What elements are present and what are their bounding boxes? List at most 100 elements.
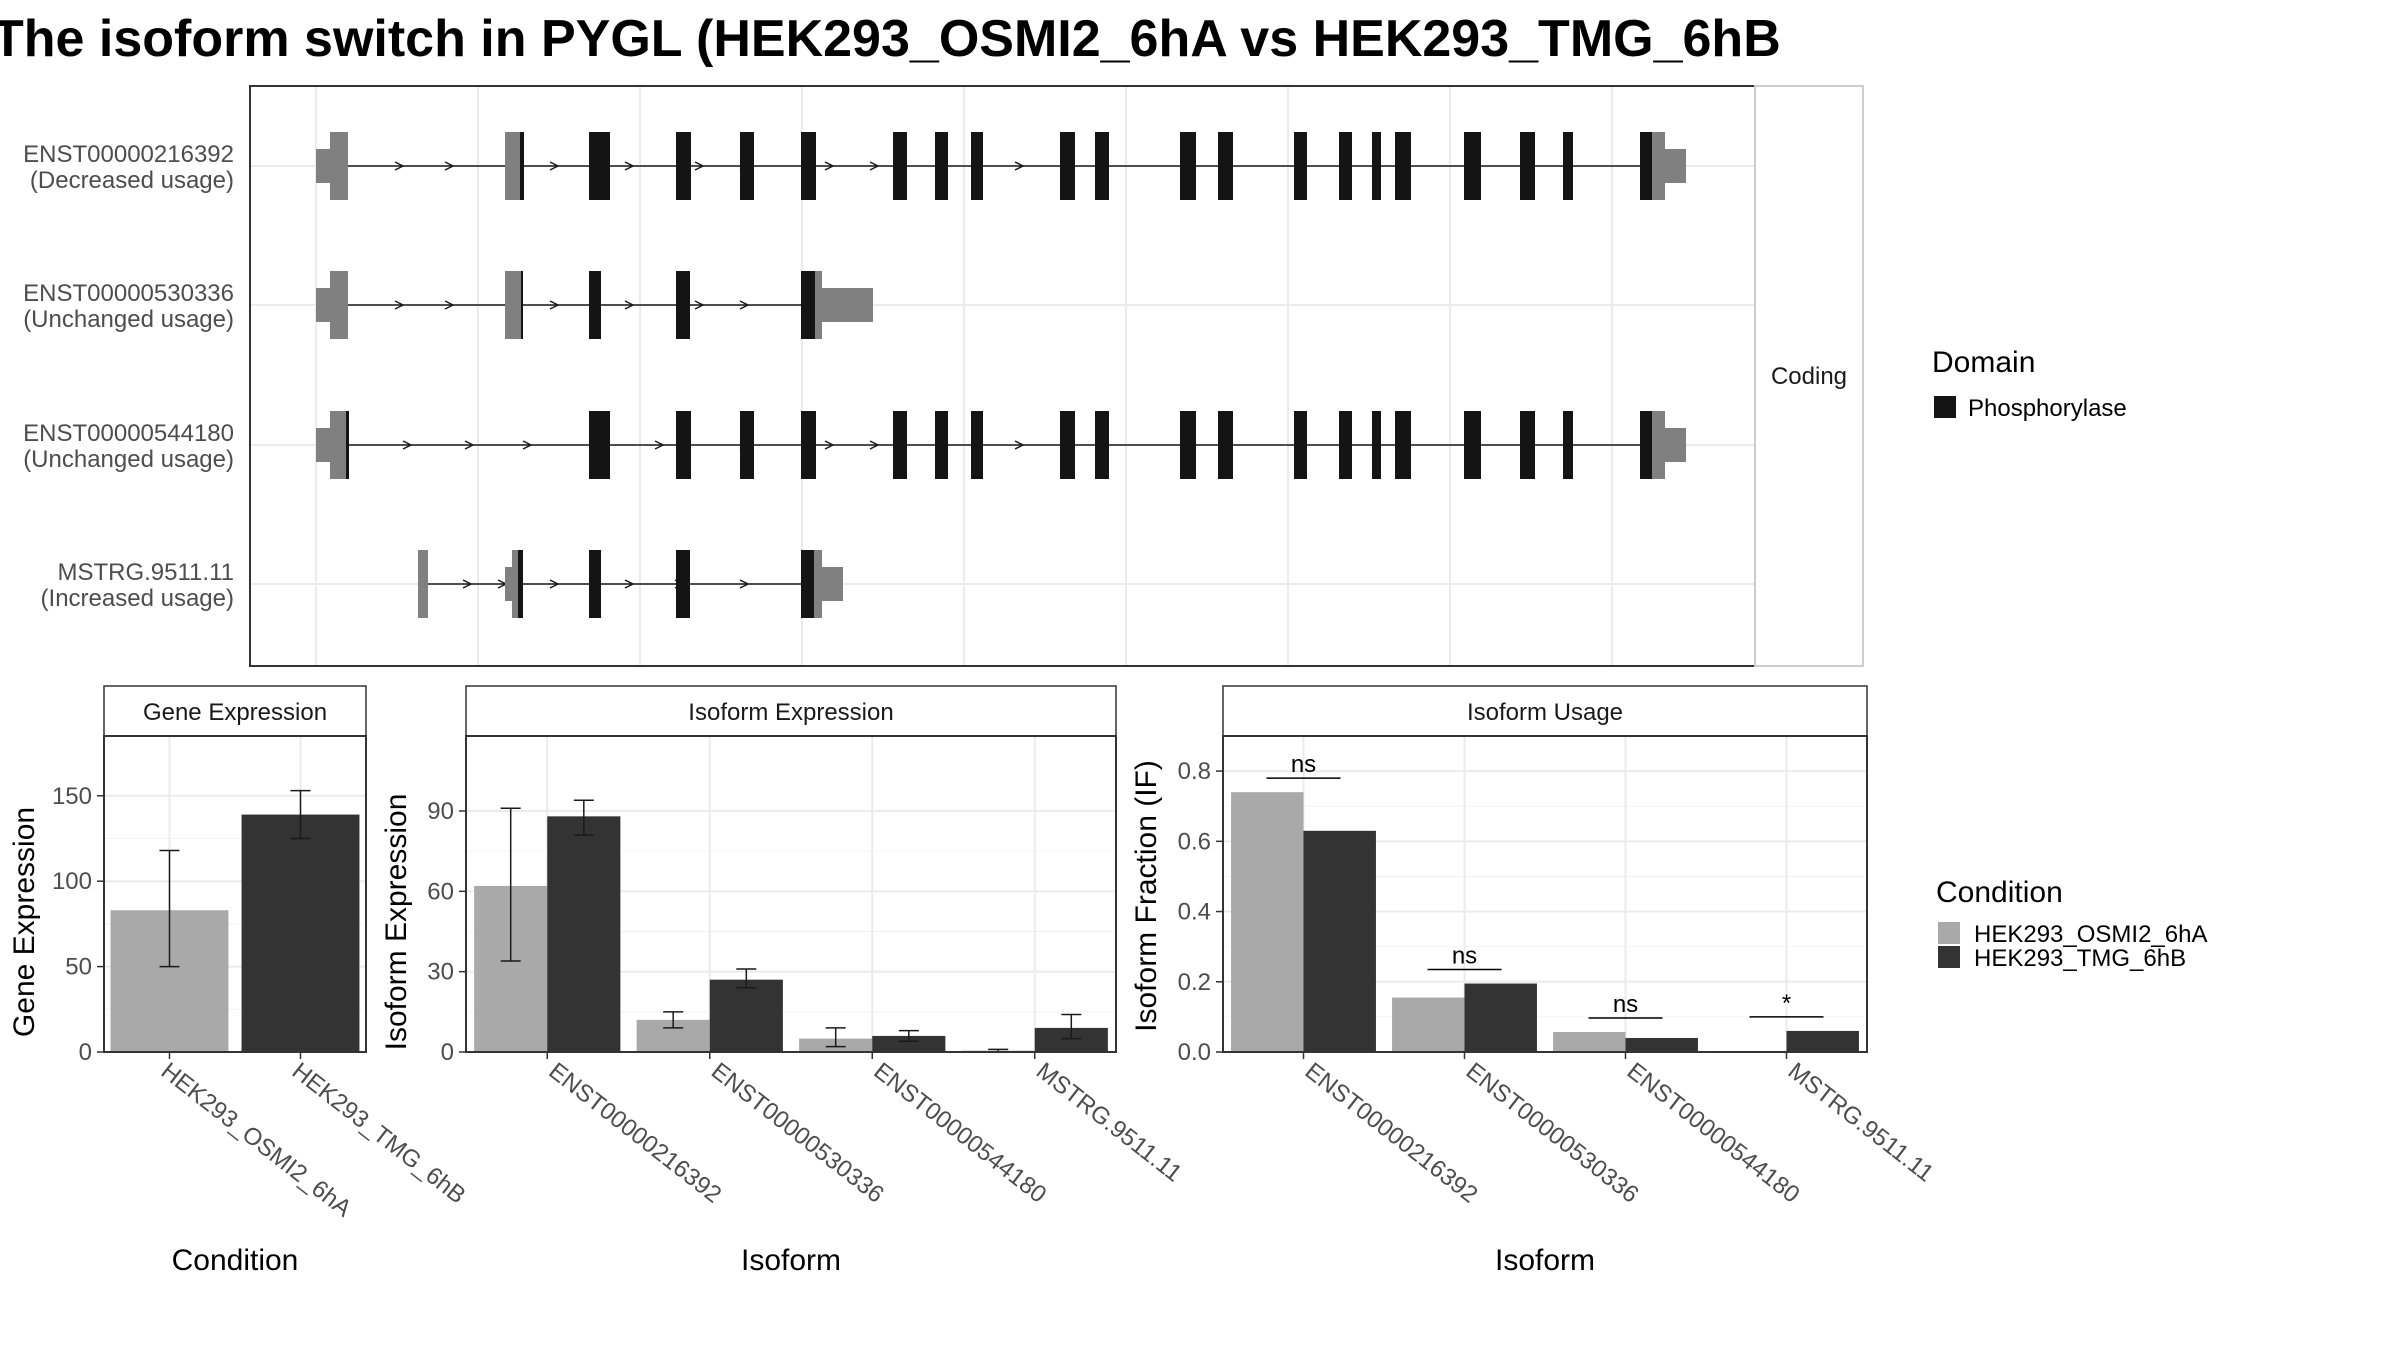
y-tick-label: 0.4 <box>1178 899 1211 926</box>
phosphorylase-exon-6 <box>740 411 754 479</box>
phosphorylase-exon-9 <box>971 411 983 479</box>
strand-arrow-1 <box>444 300 455 310</box>
significance-label: ns <box>1613 991 1638 1018</box>
strand-arrow-6 <box>824 440 835 450</box>
plot-border <box>465 735 1117 1053</box>
phosphorylase-exon-20 <box>1563 411 1573 479</box>
bar-ENST00000544180-HEK293_TMG_6hB <box>872 1035 946 1052</box>
utr-exon-4 <box>1665 149 1686 183</box>
phosphorylase-exon-11 <box>1095 132 1109 200</box>
phosphorylase-exon-21 <box>1640 132 1652 200</box>
phosphorylase-exon-4 <box>595 411 610 479</box>
strand-arrow-0 <box>462 579 473 589</box>
figure-title: The isoform switch in PYGL (HEK293_OSMI2… <box>0 10 1781 68</box>
transcript-usage-label: (Decreased usage) <box>30 167 234 194</box>
transcript-track-ENST00000544180 <box>316 411 1686 479</box>
utr-exon-1 <box>330 132 348 200</box>
strand-arrow-4 <box>694 300 705 310</box>
bar-ENST00000530336-HEK293_TMG_6hB <box>1464 983 1537 1052</box>
x-tick-label: MSTRG.9511.11 <box>1031 1057 1187 1187</box>
plot-border <box>103 735 367 1053</box>
bar-HEK293_TMG_6hB <box>241 814 360 1052</box>
phosphorylase-exon-3 <box>801 132 816 200</box>
strand-arrow-0 <box>394 300 405 310</box>
strand-arrow-9 <box>1014 161 1025 171</box>
phosphorylase-exon-10 <box>1060 132 1075 200</box>
strand-arrow-1 <box>444 161 455 171</box>
utr-exon-1 <box>330 411 348 479</box>
strand-arrow-2 <box>522 440 533 450</box>
coding-strip-label: Coding <box>1771 363 1847 390</box>
transcript-track-MSTRG.9511.11 <box>418 550 843 618</box>
transcript-labels: ENST00000216392(Decreased usage) ENST0000… <box>23 141 234 612</box>
phosphorylase-exon-2 <box>676 550 690 618</box>
phosphorylase-exon-12 <box>1180 132 1196 200</box>
utr-exon-0 <box>316 149 330 183</box>
phosphorylase-exon-1 <box>589 271 601 339</box>
utr-exon-0 <box>316 288 330 322</box>
strand-arrow-5 <box>739 579 750 589</box>
significance-label: ns <box>1291 751 1316 778</box>
strand-arrow-3 <box>624 300 635 310</box>
utr-exon-3 <box>812 271 822 339</box>
x-tick-label: ENST00000530336 <box>706 1057 889 1208</box>
bar-ENST00000530336-HEK293_OSMI2_6hA <box>1392 997 1465 1052</box>
y-tick-label: 0.2 <box>1178 969 1211 996</box>
bar-ENST00000216392-HEK293_TMG_6hB <box>1303 830 1376 1052</box>
phosphorylase-exon-8 <box>935 132 948 200</box>
y-tick-label: 0.8 <box>1178 758 1211 785</box>
phosphorylase-exon-19 <box>1520 132 1535 200</box>
plot-border <box>1222 735 1868 1053</box>
isoform-expression-plot: ENST00000216392ENST00000530336ENST000005… <box>427 735 1187 1209</box>
isoform-expression-panel: Isoform Expression ENST00000216392ENST00… <box>380 685 1187 1277</box>
utr-exon-3 <box>1650 132 1665 200</box>
x-tick-label: ENST00000544180 <box>869 1057 1052 1208</box>
condition-legend-key-a <box>1938 922 1960 944</box>
utr-exon-2 <box>512 550 520 618</box>
y-tick-label: 150 <box>52 783 92 810</box>
isoform-expression-strip <box>465 685 1117 737</box>
x-tick-label: ENST00000544180 <box>1622 1057 1805 1208</box>
phosphorylase-exon-5 <box>678 132 691 200</box>
transcript-track-ENST00000216392 <box>316 132 1686 200</box>
isoform-expression-xlabel: Isoform <box>741 1244 841 1277</box>
domain-legend-label-phosphorylase: Phosphorylase <box>1968 395 2127 422</box>
condition-legend-label-b: HEK293_TMG_6hB <box>1974 945 2186 972</box>
phosphorylase-exon-17 <box>1395 132 1411 200</box>
phosphorylase-exon-7 <box>893 411 907 479</box>
isoform-usage-xlabel: Isoform <box>1495 1244 1595 1277</box>
strand-arrow-2 <box>549 300 560 310</box>
gene-structure-panel-border <box>249 85 1756 667</box>
phosphorylase-exon-18 <box>1464 411 1481 479</box>
transcript-track-ENST00000530336 <box>316 271 873 339</box>
phosphorylase-exon-16 <box>1372 411 1381 479</box>
strand-arrow-5 <box>739 300 750 310</box>
transcript-id-label: MSTRG.9511.11 <box>57 559 234 586</box>
condition-legend-title: Condition <box>1936 876 2063 909</box>
strand-arrow-3 <box>624 161 635 171</box>
utr-exon-0 <box>316 428 330 462</box>
significance-label: ns <box>1452 943 1477 970</box>
phosphorylase-exon-3 <box>801 271 815 339</box>
isoform-expression-ylabel: Isoform Expression <box>380 794 413 1051</box>
phosphorylase-exon-17 <box>1395 411 1411 479</box>
utr-exon-3 <box>1665 428 1686 462</box>
utr-exon-3 <box>812 550 822 618</box>
bar-ENST00000216392-HEK293_OSMI2_6hA <box>1231 792 1304 1052</box>
condition-legend-key-b <box>1938 946 1960 968</box>
phosphorylase-exon-19 <box>1520 411 1535 479</box>
phosphorylase-exon-15 <box>1339 132 1352 200</box>
bar-MSTRG.9511.11-HEK293_TMG_6hB <box>1786 1030 1859 1052</box>
x-tick-label: ENST00000216392 <box>544 1057 727 1208</box>
phosphorylase-exon-13 <box>1218 411 1233 479</box>
strand-arrow-2 <box>549 161 560 171</box>
phosphorylase-exon-20 <box>1563 132 1573 200</box>
phosphorylase-exon-1 <box>589 550 601 618</box>
y-tick-label: 100 <box>52 868 92 895</box>
y-tick-label: 60 <box>427 878 454 905</box>
transcript-usage-label: (Increased usage) <box>41 585 234 612</box>
utr-exon-1 <box>505 567 512 601</box>
bar-ENST00000544180-HEK293_OSMI2_6hA <box>1553 1031 1626 1052</box>
transcript-id-label: ENST00000530336 <box>23 280 234 307</box>
